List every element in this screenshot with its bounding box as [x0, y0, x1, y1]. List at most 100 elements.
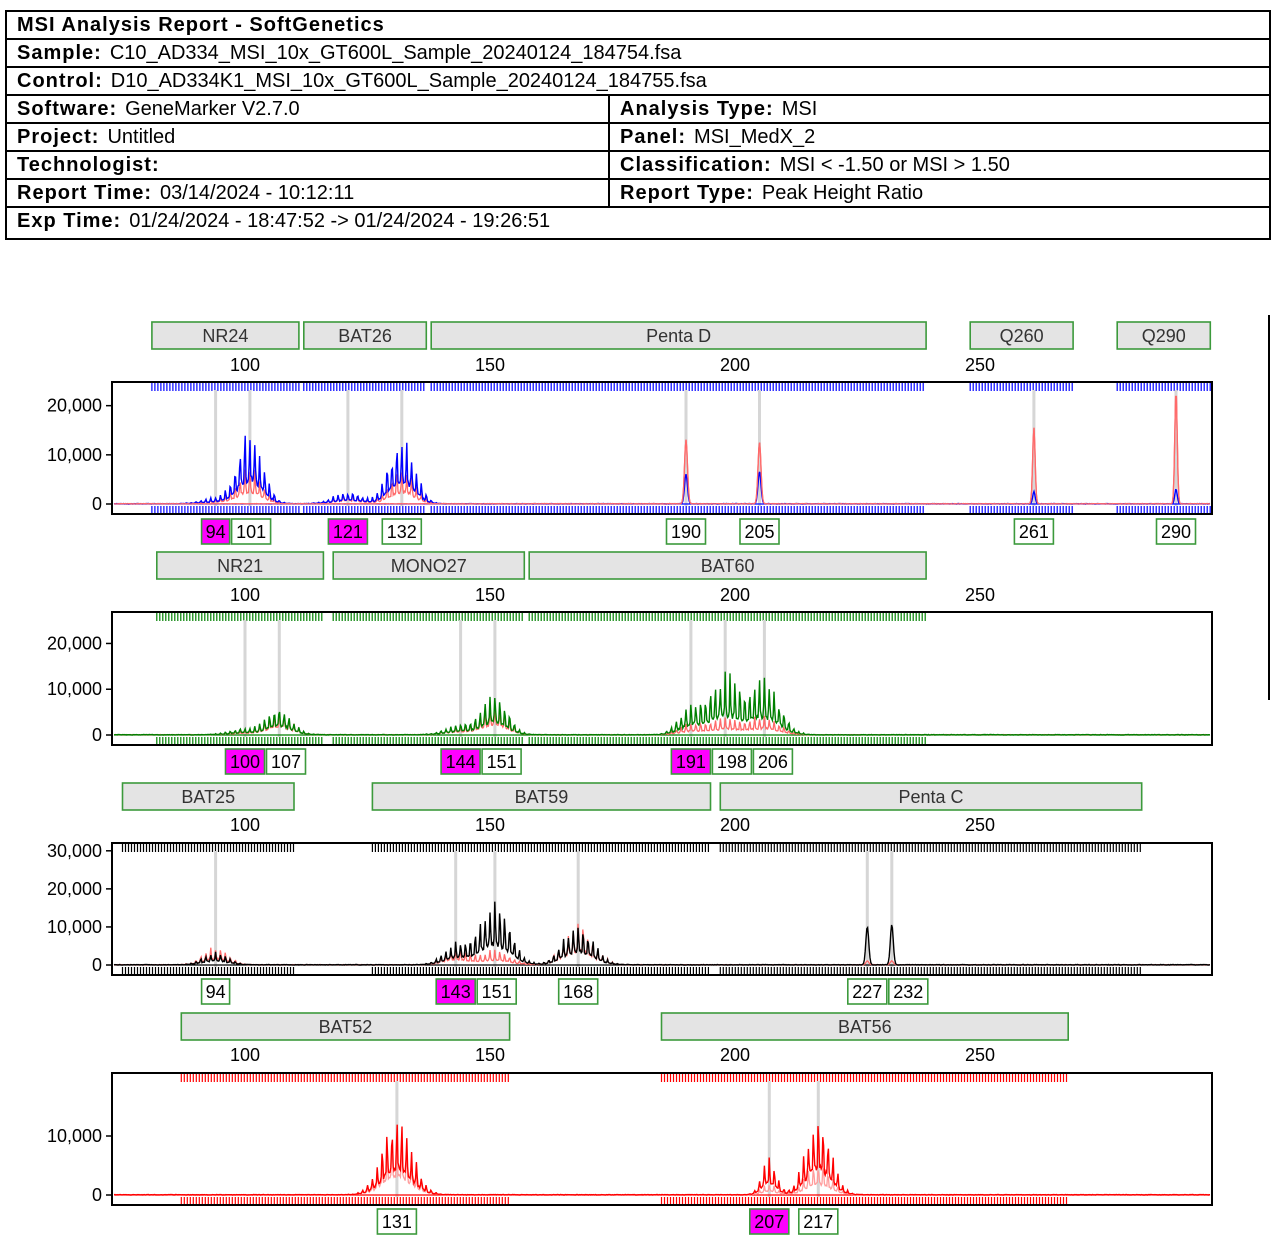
allele-call-box[interactable]: [435, 978, 477, 1005]
allele-call-box[interactable]: [481, 748, 522, 775]
bin-tick-strip-top: [371, 844, 709, 852]
marker-label: BAT60: [701, 556, 755, 576]
sample-trace: [113, 901, 1210, 966]
bin-tick-strip-top: [121, 844, 295, 852]
marker-box-mono27[interactable]: [332, 551, 526, 580]
marker-box-bat25[interactable]: [121, 782, 295, 811]
exp-time-row: Exp Time: 01/24/2024 - 18:47:52 -> 01/24/…: [7, 208, 1269, 236]
software-cell: Software: GeneMarker V2.7.0: [7, 96, 610, 124]
marker-label: BAT26: [338, 326, 392, 346]
allele-call-box[interactable]: [748, 1208, 790, 1235]
x-tick-label: 100: [230, 1045, 260, 1065]
panel-1: NR24 BAT26 Penta D Q260 Q290 100 150 200 250 0 10,…: [47, 321, 1213, 545]
marker-box-penta-c[interactable]: [719, 782, 1143, 811]
allele-call-box[interactable]: [200, 978, 231, 1005]
bin-tick-strip-bottom: [121, 967, 295, 974]
marker-box-penta-d[interactable]: [430, 321, 927, 350]
project-cell: Project: Untitled: [7, 124, 610, 152]
allele-call-label: 217: [803, 1212, 833, 1232]
control-trace: [113, 1144, 1211, 1196]
x-tick-label: 200: [720, 1045, 750, 1065]
allele-call-label: 290: [1161, 522, 1191, 542]
classification-key: Classification:: [620, 154, 772, 176]
allele-call-label: 190: [671, 522, 701, 542]
allele-call-box[interactable]: [1013, 518, 1055, 545]
allele-call-box[interactable]: [752, 748, 794, 775]
control-key: Control:: [17, 70, 103, 92]
x-tick-label: 100: [230, 815, 260, 835]
panel-key: Panel:: [620, 126, 687, 148]
report-title-row: MSI Analysis Report - SoftGenetics: [7, 12, 1269, 40]
control-trace: [114, 395, 1211, 505]
bin-tick-strip-top: [969, 383, 1073, 391]
marker-box-bat52[interactable]: [180, 1012, 511, 1041]
panel-3: BAT25 BAT59 Penta C 100 150 200 250 0 10,000 20,0…: [47, 782, 1213, 1005]
allele-call-box[interactable]: [376, 1208, 418, 1235]
allele-call-box[interactable]: [440, 748, 481, 775]
marker-box-bat59[interactable]: [371, 782, 712, 811]
allele-call-label: 227: [852, 982, 882, 1002]
allele-call-box[interactable]: [224, 748, 266, 775]
allele-call-box[interactable]: [887, 978, 929, 1005]
allele-call-box[interactable]: [200, 518, 231, 545]
allele-call-box[interactable]: [476, 978, 518, 1005]
marker-box-q260[interactable]: [969, 321, 1074, 350]
allele-call-label: 232: [893, 982, 923, 1002]
marker-label: Q260: [1000, 326, 1044, 346]
sample-value: C10_AD334_MSI_10x_GT600L_Sample_20240124…: [109, 42, 682, 64]
software-value: GeneMarker V2.7.0: [125, 98, 300, 120]
plot-frame: [111, 842, 1213, 976]
allele-call-box[interactable]: [1155, 518, 1197, 545]
bin-tick-strip-bottom: [332, 737, 523, 744]
bin-tick-strip-bottom: [528, 737, 926, 744]
allele-call-box[interactable]: [557, 978, 599, 1005]
allele-call-box[interactable]: [665, 518, 707, 545]
panel-value: MSI_MedX_2: [694, 126, 816, 148]
allele-call-box[interactable]: [797, 1208, 839, 1235]
marker-box-q290[interactable]: [1116, 321, 1212, 350]
marker-box-bat60[interactable]: [528, 551, 927, 580]
y-tick-label: 20,000: [47, 633, 102, 653]
x-tick-label: 200: [720, 585, 750, 605]
bin-tick-strip-top: [180, 1074, 509, 1082]
marker-box-bat56[interactable]: [660, 1012, 1070, 1041]
allele-call-label: 143: [441, 982, 471, 1002]
allele-call-label: 132: [387, 522, 417, 542]
allele-call-box[interactable]: [381, 518, 423, 545]
panel-4: BAT52 BAT56 100 150 200 250 0 10,000 131 207 217: [47, 1012, 1213, 1235]
bin-tick-strip-bottom: [719, 967, 1141, 974]
page-side-rule: [1268, 315, 1270, 700]
allele-call-label: 261: [1019, 522, 1049, 542]
control-row: Control: D10_AD334K1_MSI_10x_GT600L_Sampl…: [7, 68, 1269, 96]
marker-label: BAT25: [181, 787, 235, 807]
bin-tick-strip-top: [1116, 383, 1211, 391]
allele-call-label: 121: [333, 522, 363, 542]
allele-call-box[interactable]: [670, 748, 712, 775]
marker-label: NR24: [202, 326, 248, 346]
bin-tick-strip-top: [156, 613, 323, 621]
marker-label: Penta C: [898, 787, 963, 807]
control-trace: [113, 923, 1210, 966]
allele-call-label: 100: [230, 752, 260, 772]
allele-call-box[interactable]: [846, 978, 888, 1005]
allele-call-box[interactable]: [711, 748, 753, 775]
report-title: MSI Analysis Report - SoftGenetics: [17, 14, 385, 36]
x-tick-label: 200: [720, 355, 750, 375]
y-tick-label: 0: [92, 1185, 102, 1205]
report-time-cell: Report Time: 03/14/2024 - 10:12:11: [7, 180, 610, 208]
marker-box-nr21[interactable]: [156, 551, 325, 580]
allele-call-box[interactable]: [230, 518, 272, 545]
plot-frame: [111, 381, 1213, 515]
plot-frame: [111, 1072, 1213, 1206]
allele-call-box[interactable]: [327, 518, 369, 545]
exp-time-value: 01/24/2024 - 18:47:52 -> 01/24/2024 - 19…: [129, 210, 551, 232]
allele-call-box[interactable]: [265, 748, 307, 775]
marker-box-bat26[interactable]: [302, 321, 428, 350]
control-trace-overlay: [114, 395, 1210, 505]
x-tick-label: 200: [720, 815, 750, 835]
marker-label: MONO27: [391, 556, 467, 576]
allele-call-box[interactable]: [739, 518, 780, 545]
control-value: D10_AD334K1_MSI_10x_GT600L_Sample_202401…: [110, 70, 707, 92]
x-tick-label: 250: [965, 585, 995, 605]
marker-box-nr24[interactable]: [151, 321, 300, 350]
